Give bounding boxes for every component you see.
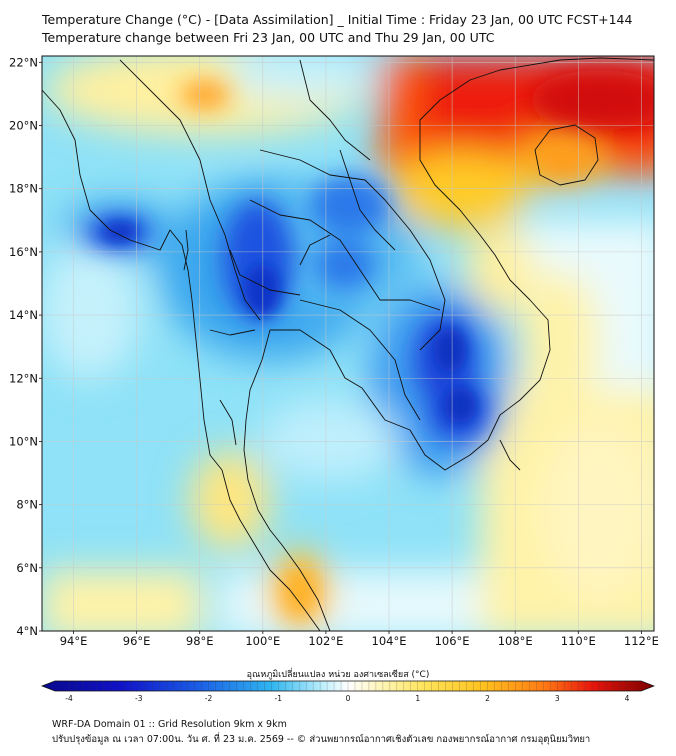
colorbar: -4 -3 -2 -1 0 1 2 3 4 <box>41 680 655 703</box>
longitude-labels: 94°E 96°E 98°E 100°E 102°E 104°E 106°E 108°E 110… <box>60 631 659 648</box>
latitude-tick-label: 8°N <box>16 498 38 512</box>
longitude-tick-label: 104°E <box>372 634 407 648</box>
colorbar-tick-label: 2 <box>485 694 490 703</box>
latitude-tick-label: 4°N <box>16 624 38 638</box>
temperature-field <box>42 56 654 631</box>
latitude-tick-label: 10°N <box>9 434 38 448</box>
longitude-tick-label: 98°E <box>186 634 214 648</box>
colorbar-tick-label: 3 <box>555 694 560 703</box>
colorbar-tick-label: -1 <box>275 694 283 703</box>
longitude-tick-label: 94°E <box>60 634 88 648</box>
colorbar-tick-label: 0 <box>346 694 351 703</box>
colorbar-tick-label: 4 <box>625 694 630 703</box>
chart-subtitle: Temperature change between Fri 23 Jan, 0… <box>42 30 495 45</box>
latitude-tick-label: 18°N <box>9 182 38 196</box>
colorbar-tick-label: -2 <box>205 694 213 703</box>
latitude-tick-label: 6°N <box>16 561 38 575</box>
longitude-tick-label: 106°E <box>435 634 470 648</box>
latitude-tick-label: 12°N <box>9 371 38 385</box>
map-frame <box>41 55 655 632</box>
chart-title: Temperature Change (°C) - [Data Assimila… <box>42 12 633 27</box>
longitude-tick-label: 108°E <box>498 634 533 648</box>
colorbar-tick-label: 1 <box>415 694 420 703</box>
longitude-tick-label: 112°E <box>624 634 659 648</box>
colorbar-tick-label: -3 <box>135 694 143 703</box>
latitude-labels: 22°N 20°N 18°N 16°N 14°N 12°N 10°N 8°N 6°N 4°N <box>9 55 42 638</box>
longitude-tick-label: 100°E <box>245 634 280 648</box>
latitude-tick-label: 14°N <box>9 308 38 322</box>
latitude-tick-label: 20°N <box>9 119 38 133</box>
footer-update-info: ปรับปรุงข้อมูล ณ เวลา 07:00น. วัน ศ. ที่… <box>52 734 591 745</box>
longitude-tick-label: 102°E <box>308 634 343 648</box>
longitude-tick-label: 96°E <box>123 634 151 648</box>
colorbar-tick-label: -4 <box>65 694 73 703</box>
colorbar-label: อุณหภูมิเปลี่ยนแปลง หน่วย องศาเซลเซียส (… <box>246 670 430 680</box>
footer-model-info: WRF-DA Domain 01 :: Grid Resolution 9km … <box>52 719 287 730</box>
latitude-tick-label: 22°N <box>9 55 38 69</box>
coastlines-and-borders <box>42 57 654 631</box>
latitude-tick-label: 16°N <box>9 245 38 259</box>
longitude-tick-label: 110°E <box>561 634 596 648</box>
